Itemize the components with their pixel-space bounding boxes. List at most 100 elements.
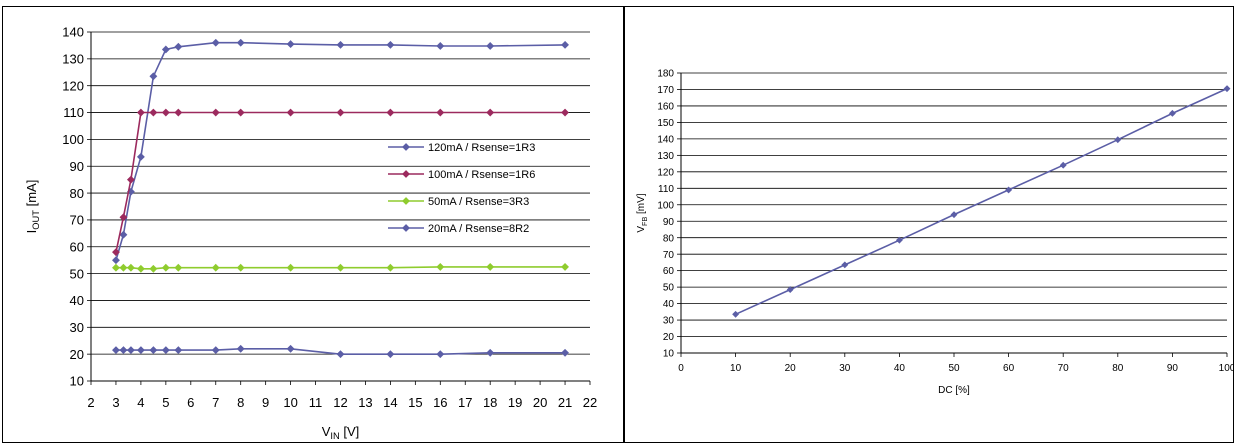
data-point xyxy=(436,42,445,50)
x-tick-label: 11 xyxy=(309,395,323,410)
x-axis-title: DC [%] xyxy=(938,385,970,396)
iout-vs-vin-chart-panel: 10 20 30 40 50 60 70 80 90 100 110 120 130 140 2 3 4 5 6 7 8… xyxy=(2,6,624,443)
x-tick-label: 5 xyxy=(162,395,169,410)
y-tick-label: 90 xyxy=(663,217,675,228)
y-tick-label: 40 xyxy=(70,293,84,308)
x-tick-label: 3 xyxy=(112,395,119,410)
y-tick-label: 10 xyxy=(663,349,675,360)
data-point xyxy=(161,263,170,272)
x-tick-label: 20 xyxy=(533,395,547,410)
y-tick-label: 140 xyxy=(657,134,674,145)
data-point xyxy=(486,262,495,271)
data-point xyxy=(119,263,128,272)
x-tick-label: 40 xyxy=(894,363,906,374)
data-point xyxy=(149,346,158,355)
data-point xyxy=(1005,186,1013,194)
data-point xyxy=(119,346,128,355)
data-point xyxy=(236,108,245,117)
x-tick-label: 2 xyxy=(87,395,94,410)
data-point xyxy=(119,230,128,239)
x-tick-label: 30 xyxy=(839,363,851,374)
data-point xyxy=(112,263,120,272)
data-point xyxy=(561,262,569,271)
y-tick-label: 70 xyxy=(663,250,675,261)
y-tick-label: 30 xyxy=(70,320,84,335)
data-point xyxy=(211,38,220,47)
y-tick-label: 60 xyxy=(70,239,84,254)
x-tick-label: 15 xyxy=(408,395,422,410)
data-point xyxy=(174,108,183,117)
data-point xyxy=(149,264,158,273)
data-point xyxy=(486,348,495,357)
data-point xyxy=(386,40,395,49)
x-tick-label: 100 xyxy=(1219,363,1233,374)
data-point xyxy=(561,108,569,117)
data-point xyxy=(336,40,345,49)
x-tick-label: 70 xyxy=(1058,363,1070,374)
legend-entry: 120mA / Rsense=1R3 xyxy=(428,142,535,154)
y-tick-label: 20 xyxy=(663,332,675,343)
y-tick-label: 30 xyxy=(663,316,675,327)
data-point xyxy=(386,108,395,117)
data-point xyxy=(286,344,295,353)
data-point xyxy=(286,263,295,272)
x-tick-label: 10 xyxy=(283,395,297,410)
data-point xyxy=(126,263,135,272)
x-tick-label: 22 xyxy=(583,395,597,410)
data-point xyxy=(236,263,245,272)
x-tick-label: 20 xyxy=(785,363,797,374)
data-point xyxy=(786,286,794,294)
x-tick-label: 17 xyxy=(458,395,472,410)
y-tick-label: 50 xyxy=(663,283,675,294)
data-point xyxy=(561,40,569,49)
data-point xyxy=(486,42,495,50)
data-point xyxy=(211,108,220,117)
x-tick-label: 50 xyxy=(948,363,960,374)
x-tick-label: 6 xyxy=(187,395,194,410)
x-tick-label: 10 xyxy=(730,363,742,374)
x-tick-label: 21 xyxy=(558,395,572,410)
y-tick-label: 110 xyxy=(63,105,84,120)
legend-marker xyxy=(402,143,410,151)
x-tick-label: 80 xyxy=(1112,363,1124,374)
data-point xyxy=(211,263,220,272)
data-point xyxy=(236,344,245,353)
x-tick-label: 9 xyxy=(262,395,269,410)
data-point xyxy=(386,350,395,359)
y-tick-label: 160 xyxy=(657,102,674,113)
data-point xyxy=(286,108,295,117)
y-tick-label: 130 xyxy=(657,151,674,162)
x-tick-label: 8 xyxy=(237,395,244,410)
y-axis-title: IOUT [mA] xyxy=(24,180,41,234)
legend-marker xyxy=(402,224,410,232)
y-tick-label: 10 xyxy=(70,374,84,389)
data-point xyxy=(1223,85,1231,93)
y-tick-label: 150 xyxy=(657,118,674,129)
data-point xyxy=(436,262,445,271)
y-tick-label: 100 xyxy=(62,132,84,147)
data-point xyxy=(126,346,135,355)
x-tick-label: 12 xyxy=(333,395,347,410)
data-point xyxy=(149,108,158,117)
y-tick-label: 70 xyxy=(70,213,84,228)
legend-entry: 50mA / Rsense=3R3 xyxy=(428,196,529,208)
y-tick-label: 90 xyxy=(70,159,84,174)
y-tick-label: 80 xyxy=(663,233,675,244)
x-tick-label: 18 xyxy=(483,395,497,410)
data-point xyxy=(136,108,145,117)
x-tick-label: 14 xyxy=(383,395,397,410)
y-tick-label: 170 xyxy=(657,85,674,96)
y-tick-label: 20 xyxy=(70,347,84,362)
data-point xyxy=(136,264,145,273)
x-tick-label: 4 xyxy=(137,395,144,410)
data-point xyxy=(236,38,245,47)
data-point xyxy=(161,108,170,117)
x-tick-label: 19 xyxy=(508,395,522,410)
legend-marker xyxy=(402,197,410,205)
data-point xyxy=(436,108,445,117)
data-point xyxy=(112,256,120,265)
data-point xyxy=(486,108,495,117)
data-point xyxy=(336,263,345,272)
y-axis-title: VFB [mV] xyxy=(636,193,649,232)
data-point xyxy=(136,152,145,161)
